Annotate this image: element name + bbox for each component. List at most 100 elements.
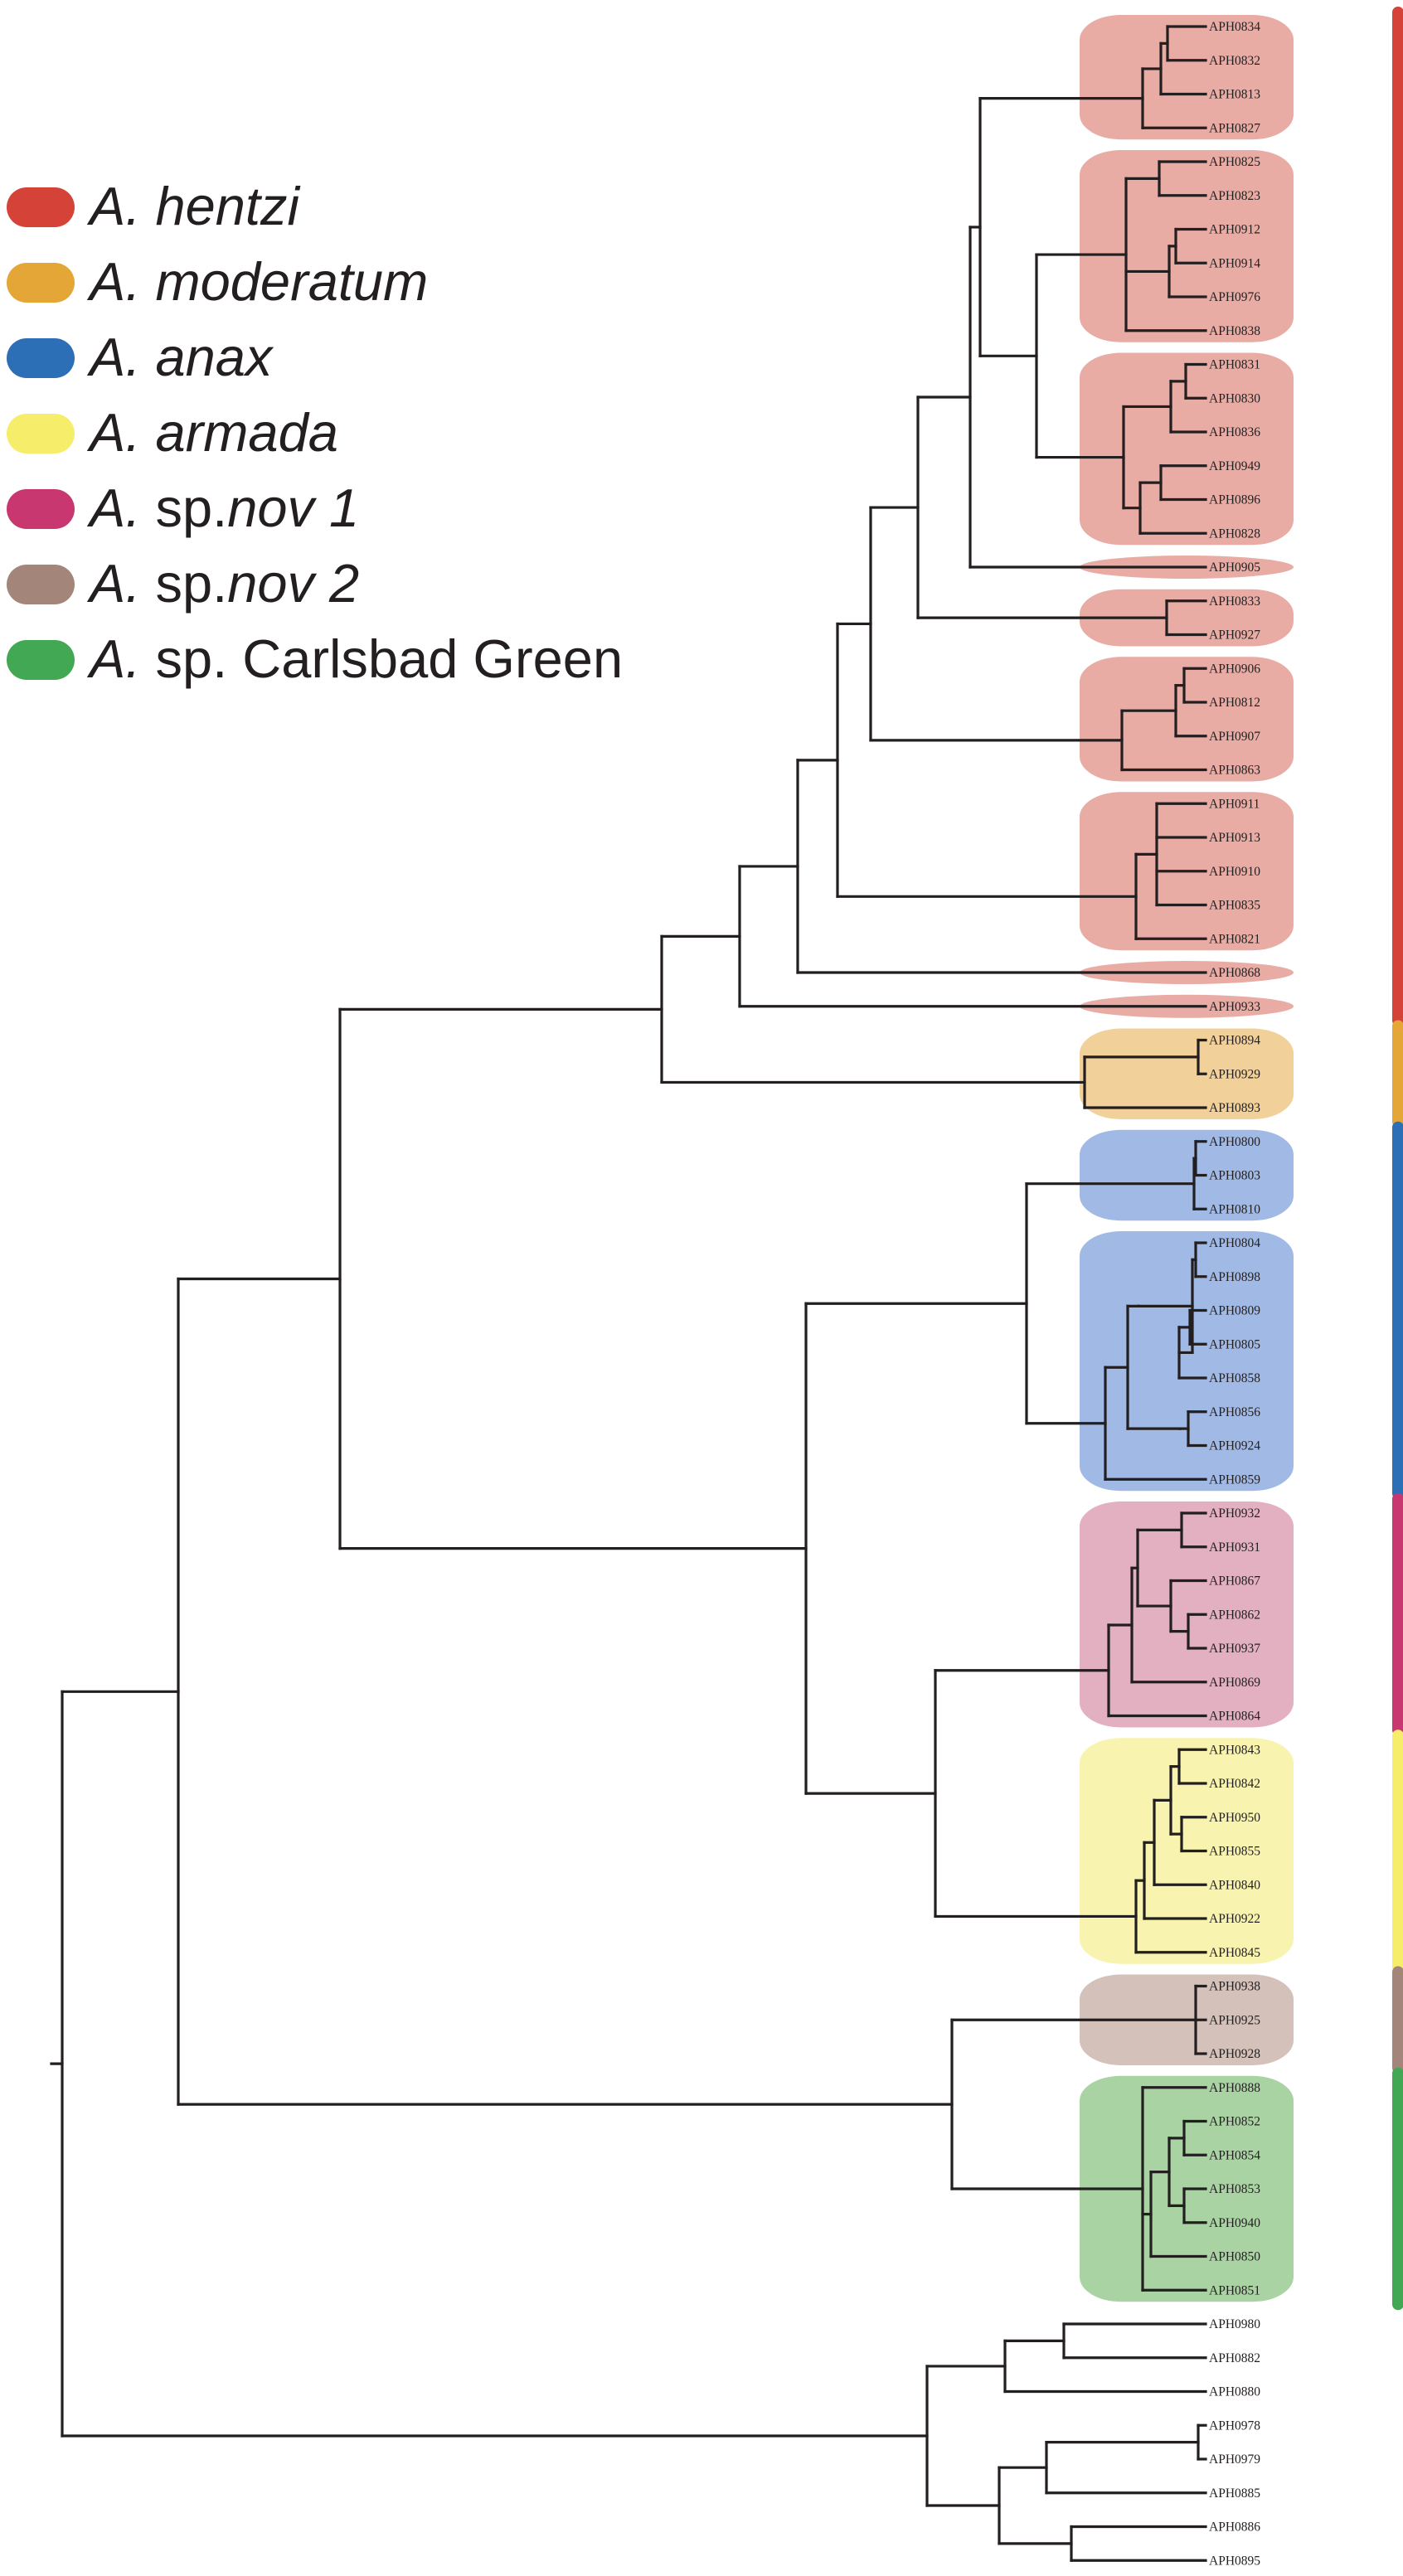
tip-label: APH0912 <box>1209 223 1260 237</box>
tip-label: APH0803 <box>1209 1169 1260 1183</box>
tip-label: APH0924 <box>1209 1439 1260 1453</box>
tip-label: APH0949 <box>1209 459 1260 473</box>
tip-label: APH0804 <box>1209 1236 1260 1250</box>
tip-label: APH0828 <box>1209 526 1260 541</box>
tip-label: APH0940 <box>1209 2216 1260 2230</box>
tip-label: APH0812 <box>1209 696 1260 710</box>
tip-label: APH0911 <box>1209 797 1260 811</box>
tip-label: APH0835 <box>1209 899 1260 913</box>
tip-label: APH0842 <box>1209 1777 1260 1791</box>
tip-label: APH0856 <box>1209 1405 1260 1419</box>
tip-label: APH0925 <box>1209 2013 1260 2027</box>
legend-swatch-sp-nov-1 <box>7 489 75 529</box>
legend-swatch-sp-nov-2 <box>7 565 75 604</box>
legend-item-carlsbad-green: A. sp. Carlsbad Green <box>7 630 753 688</box>
legend-swatch-armada <box>7 414 75 454</box>
clade-highlight-hentzi-5 <box>1080 589 1294 647</box>
tip-label: APH0885 <box>1209 2486 1260 2501</box>
legend-item-hentzi: A. hentzi <box>7 177 753 235</box>
tip-label: APH0869 <box>1209 1676 1260 1690</box>
legend-label-armada: A. armada <box>90 402 338 463</box>
tip-label: APH0823 <box>1209 189 1260 203</box>
tip-label: APH0821 <box>1209 932 1260 946</box>
tip-label: APH0929 <box>1209 1067 1260 1081</box>
tip-label: APH0933 <box>1209 1000 1260 1014</box>
tip-label: APH0827 <box>1209 121 1260 135</box>
legend-item-sp-nov-2: A. sp.nov 2 <box>7 555 753 613</box>
tip-label: APH0843 <box>1209 1743 1260 1757</box>
tip-label: APH0906 <box>1209 662 1260 676</box>
tip-label: APH0896 <box>1209 493 1260 507</box>
clade-highlight-moderatum <box>1080 1028 1294 1119</box>
tip-label: APH0805 <box>1209 1337 1260 1351</box>
clade-highlight-sp-nov-1 <box>1080 1501 1294 1728</box>
tip-label: APH0932 <box>1209 1506 1260 1521</box>
tip-label: APH0898 <box>1209 1270 1260 1284</box>
legend-label-moderatum: A. moderatum <box>90 251 429 312</box>
tip-label: APH0838 <box>1209 324 1260 338</box>
tip-label: APH0914 <box>1209 256 1260 270</box>
tip-label: APH0825 <box>1209 155 1260 169</box>
tip-label: APH0831 <box>1209 358 1260 372</box>
tip-label: APH0910 <box>1209 865 1260 879</box>
clade-highlight-hentzi-1 <box>1080 15 1294 140</box>
legend-item-anax: A. anax <box>7 328 753 386</box>
tip-label: APH0922 <box>1209 1912 1260 1926</box>
tip-label: APH0851 <box>1209 2283 1260 2297</box>
tip-label: APH0845 <box>1209 1946 1260 1960</box>
tip-label: APH0809 <box>1209 1304 1260 1318</box>
tip-label: APH0800 <box>1209 1135 1260 1149</box>
tip-label: APH0980 <box>1209 2317 1260 2331</box>
tip-label: APH0864 <box>1209 1710 1260 1724</box>
tip-label: APH0880 <box>1209 2385 1260 2399</box>
tip-label: APH0840 <box>1209 1878 1260 1892</box>
legend-swatch-anax <box>7 338 75 378</box>
clade-highlight-hentzi-2 <box>1080 150 1294 342</box>
clade-highlight-hentzi-3 <box>1080 352 1294 546</box>
tree-branches <box>50 25 1207 2562</box>
tip-label: APH0862 <box>1209 1608 1260 1622</box>
tip-label: APH0979 <box>1209 2452 1260 2467</box>
clade-highlight-anax-1 <box>1080 1129 1294 1221</box>
legend-swatch-moderatum <box>7 263 75 303</box>
tip-label: APH0868 <box>1209 966 1260 980</box>
tip-label: APH0931 <box>1209 1540 1260 1555</box>
tip-label: APH0913 <box>1209 831 1260 845</box>
legend-swatch-hentzi <box>7 187 75 227</box>
legend-swatch-carlsbad-green <box>7 640 75 680</box>
tip-label: APH0927 <box>1209 628 1260 643</box>
legend-label-anax: A. anax <box>90 327 273 387</box>
legend-label-carlsbad-green: A. sp. Carlsbad Green <box>90 628 624 689</box>
tip-label: APH0859 <box>1209 1472 1260 1487</box>
legend-item-moderatum: A. moderatum <box>7 253 753 311</box>
tip-label: APH0830 <box>1209 391 1260 405</box>
tip-label: APH0893 <box>1209 1101 1260 1115</box>
tip-label: APH0938 <box>1209 1980 1260 1994</box>
tip-label: APH0895 <box>1209 2554 1260 2568</box>
tip-label: APH0950 <box>1209 1811 1260 1825</box>
tip-label: APH0855 <box>1209 1845 1260 1859</box>
legend-item-sp-nov-1: A. sp.nov 1 <box>7 479 753 537</box>
tip-label: APH0907 <box>1209 730 1260 744</box>
tip-label: APH0832 <box>1209 54 1260 68</box>
tip-label: APH0928 <box>1209 2047 1260 2061</box>
tip-label: APH0854 <box>1209 2148 1260 2162</box>
tip-label: APH0858 <box>1209 1371 1260 1385</box>
tip-label: APH0834 <box>1209 20 1260 34</box>
clade-highlight-hentzi-6 <box>1080 657 1294 782</box>
tip-label: APH0978 <box>1209 2418 1260 2433</box>
legend-item-armada: A. armada <box>7 404 753 462</box>
legend-label-sp-nov-2: A. sp.nov 2 <box>90 553 360 614</box>
tip-label: APH0863 <box>1209 764 1260 778</box>
tip-label: APH0886 <box>1209 2520 1260 2535</box>
tip-label: APH0850 <box>1209 2250 1260 2264</box>
tip-label: APH0867 <box>1209 1574 1260 1589</box>
clade-highlight-anax-2 <box>1080 1231 1294 1492</box>
legend-label-hentzi: A. hentzi <box>90 176 299 236</box>
tip-label: APH0976 <box>1209 290 1260 304</box>
tip-label: APH0888 <box>1209 2081 1260 2095</box>
tip-label: APH0937 <box>1209 1642 1260 1656</box>
tip-label: APH0905 <box>1209 560 1260 575</box>
